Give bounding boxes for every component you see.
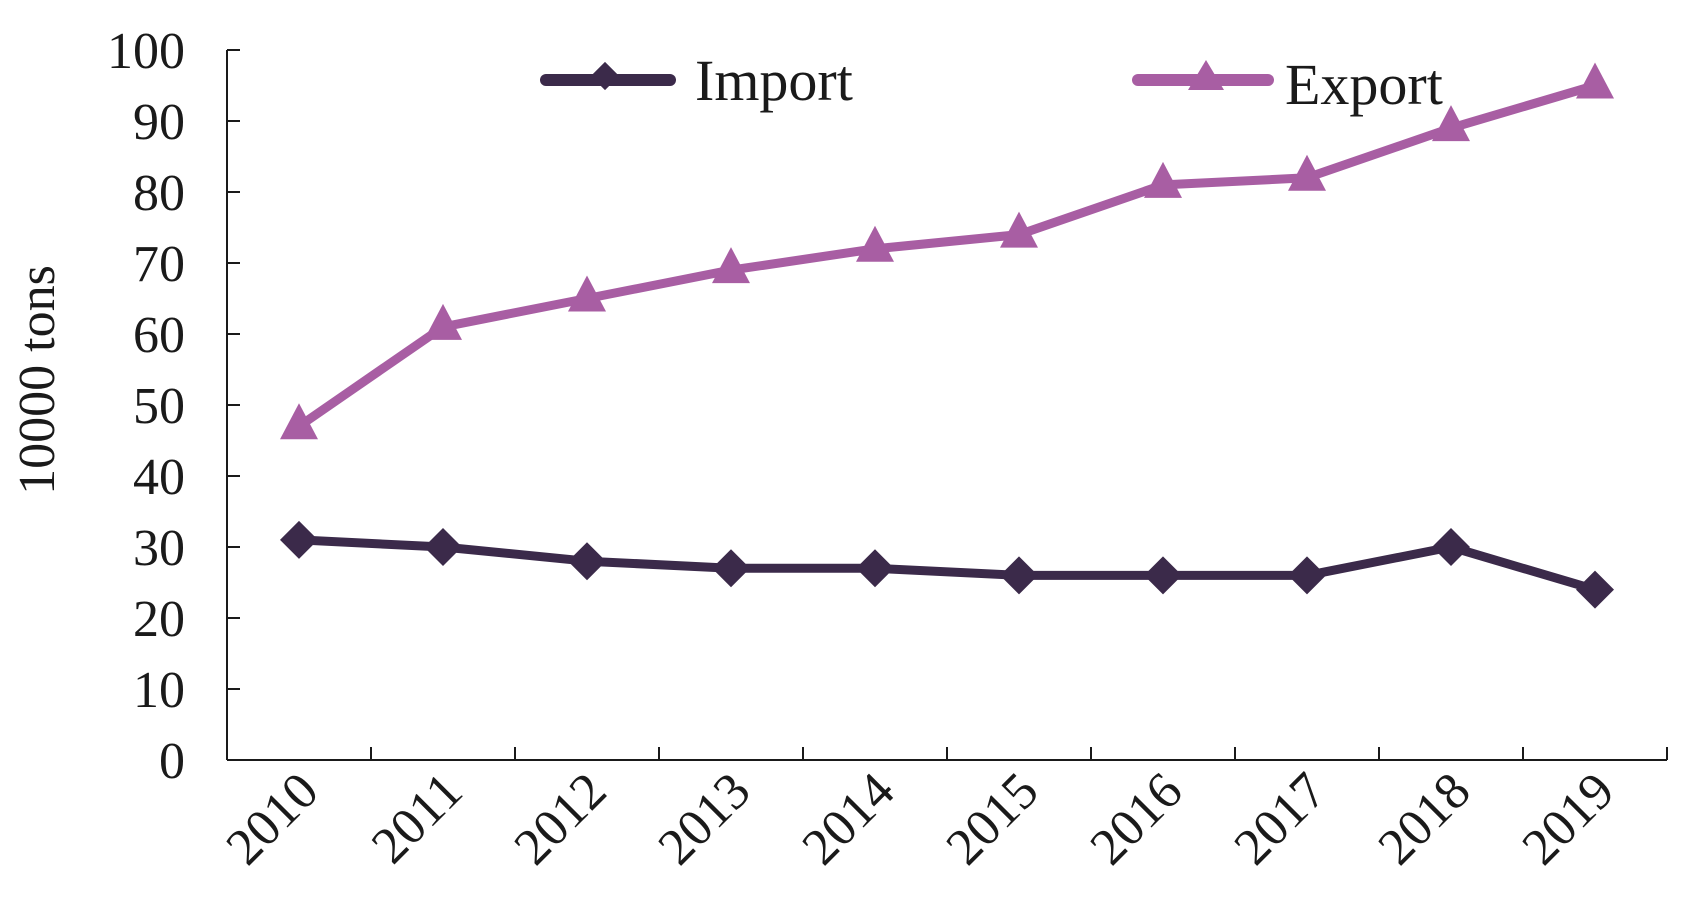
y-tick-label: 10: [133, 662, 185, 719]
legend-export-marker: [1188, 60, 1224, 90]
point-import: [424, 528, 462, 566]
legend-export-label: Export: [1285, 52, 1443, 117]
x-tick-label: 2014: [792, 762, 906, 876]
series-export: [280, 62, 1614, 440]
series-line-import: [298, 535, 1597, 594]
point-export: [1144, 161, 1182, 198]
legend-import-label: Import: [695, 48, 853, 113]
point-export: [280, 403, 318, 440]
x-tick-label: 2010: [216, 762, 330, 876]
point-export: [1000, 211, 1038, 248]
x-tick-label: 2011: [361, 762, 473, 874]
y-tick-label: 60: [133, 307, 185, 364]
y-tick-label: 50: [133, 378, 185, 435]
x-tick-label: 2018: [1368, 762, 1482, 876]
point-import: [712, 549, 750, 588]
point-import: [280, 520, 318, 559]
y-axis-label: 10000 tons: [9, 265, 66, 495]
y-tick-label: 30: [133, 520, 185, 577]
y-tick-label: 100: [107, 23, 185, 80]
x-tick-label: 2015: [936, 762, 1050, 876]
legend-import-marker: [590, 61, 620, 91]
point-export: [424, 303, 462, 340]
y-ticks: 0 10 20 30 40 50 60 70 80 90 100: [107, 23, 240, 790]
legend-item-export: Export: [1132, 52, 1443, 117]
point-import: [1144, 556, 1182, 595]
y-tick-label: 90: [133, 94, 185, 151]
point-export: [1576, 62, 1614, 99]
x-tick-label: 2013: [648, 762, 762, 876]
point-import: [1000, 556, 1038, 595]
y-tick-label: 70: [133, 236, 185, 293]
x-tick-label: 2019: [1512, 762, 1626, 876]
axes: [226, 50, 1667, 761]
point-export: [1432, 105, 1470, 142]
y-tick-label: 40: [133, 449, 185, 506]
point-import: [1576, 570, 1614, 609]
series-import: [280, 520, 1614, 609]
point-export: [568, 275, 606, 312]
legend-item-import: Import: [540, 48, 853, 113]
point-export: [1288, 154, 1326, 191]
y-tick-label: 80: [133, 165, 185, 222]
point-import: [1288, 556, 1326, 595]
point-import: [568, 542, 606, 581]
y-tick-label: 0: [159, 733, 185, 790]
legend: Import Export: [540, 48, 1443, 117]
x-tick-label: 2016: [1080, 762, 1194, 876]
point-export: [712, 247, 750, 284]
x-tick-label: 2017: [1224, 762, 1338, 876]
point-import: [856, 549, 894, 588]
x-tick-label: 2012: [504, 762, 618, 876]
series-line-export: [296, 81, 1597, 431]
x-ticks: 2010 2011 2012 2013 2014 2015 2016 2017 2018 2019: [216, 747, 1668, 876]
series-layer: [280, 62, 1614, 609]
point-import: [1432, 528, 1470, 566]
point-export: [856, 225, 894, 262]
y-tick-label: 20: [133, 591, 185, 648]
